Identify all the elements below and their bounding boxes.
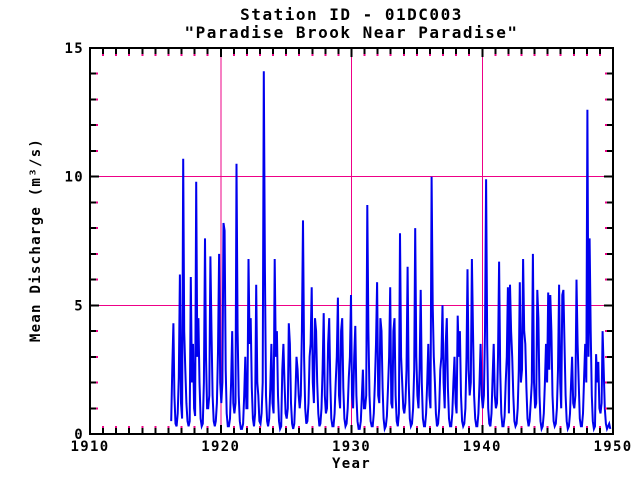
x-tick-label: 1950 — [594, 439, 633, 455]
x-axis-label: Year — [332, 456, 371, 472]
x-tick-label: 1940 — [463, 439, 502, 455]
x-tick-label: 1930 — [332, 439, 371, 455]
discharge-line — [170, 71, 612, 433]
y-tick-label: 10 — [65, 170, 84, 186]
chart-title: Station ID - 01DC003 — [240, 5, 463, 24]
chart-subtitle: "Paradise Brook Near Paradise" — [184, 23, 519, 42]
y-axis-label: Mean Discharge (m³/s) — [28, 137, 44, 343]
x-tick-label: 1920 — [201, 439, 240, 455]
plot-frame — [89, 47, 614, 435]
x-tick-label: 1910 — [71, 439, 110, 455]
y-tick-label: 0 — [74, 427, 84, 443]
y-tick-label: 5 — [74, 298, 84, 314]
y-tick-label: 15 — [65, 41, 84, 57]
